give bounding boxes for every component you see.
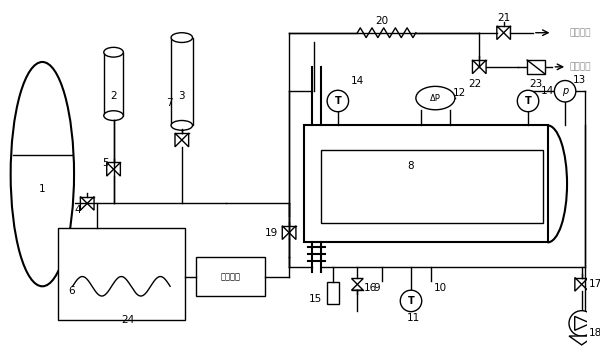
Circle shape: [554, 80, 576, 102]
Ellipse shape: [104, 47, 123, 57]
Bar: [58, 228, 185, 321]
Text: 直流电源: 直流电源: [221, 272, 241, 281]
Text: 3: 3: [179, 91, 185, 101]
Text: 17: 17: [589, 279, 600, 289]
Text: 大气或后: 大气或后: [570, 28, 592, 37]
Bar: [196, 257, 265, 296]
Bar: [327, 283, 339, 304]
Text: 24: 24: [122, 316, 135, 325]
Text: 处理设备: 处理设备: [570, 62, 592, 71]
Ellipse shape: [171, 121, 193, 130]
Text: 4: 4: [74, 205, 81, 215]
Text: 1: 1: [39, 184, 46, 194]
Text: 13: 13: [573, 75, 586, 84]
Bar: [527, 60, 545, 74]
Bar: [321, 150, 542, 223]
Circle shape: [400, 290, 422, 312]
Text: 19: 19: [265, 228, 278, 238]
Text: 12: 12: [453, 88, 466, 98]
Text: p: p: [562, 86, 568, 96]
Text: 21: 21: [497, 13, 510, 23]
Text: T: T: [334, 96, 341, 106]
Circle shape: [517, 90, 539, 112]
Ellipse shape: [416, 87, 455, 110]
Bar: [171, 38, 193, 125]
Text: 7: 7: [166, 98, 172, 108]
Text: 23: 23: [529, 79, 542, 89]
Text: 11: 11: [407, 312, 421, 322]
Bar: [104, 52, 123, 116]
Polygon shape: [569, 336, 595, 345]
Text: 16: 16: [364, 283, 377, 293]
Text: 2: 2: [110, 91, 117, 101]
Text: ΔP: ΔP: [430, 94, 441, 103]
Text: 6: 6: [68, 286, 75, 296]
Text: 20: 20: [375, 16, 388, 26]
Text: T: T: [407, 296, 415, 306]
Circle shape: [569, 311, 595, 336]
Text: T: T: [524, 96, 532, 106]
Text: 14: 14: [541, 86, 554, 96]
Text: 10: 10: [434, 283, 447, 293]
Ellipse shape: [171, 33, 193, 42]
Bar: [304, 125, 548, 242]
Text: 8: 8: [407, 161, 415, 171]
Text: 9: 9: [374, 283, 380, 293]
Circle shape: [327, 90, 349, 112]
Text: 5: 5: [103, 158, 109, 168]
Text: 15: 15: [309, 294, 322, 304]
Ellipse shape: [104, 111, 123, 121]
Text: 14: 14: [351, 76, 364, 87]
Text: 18: 18: [589, 328, 600, 338]
Text: 22: 22: [468, 79, 481, 89]
